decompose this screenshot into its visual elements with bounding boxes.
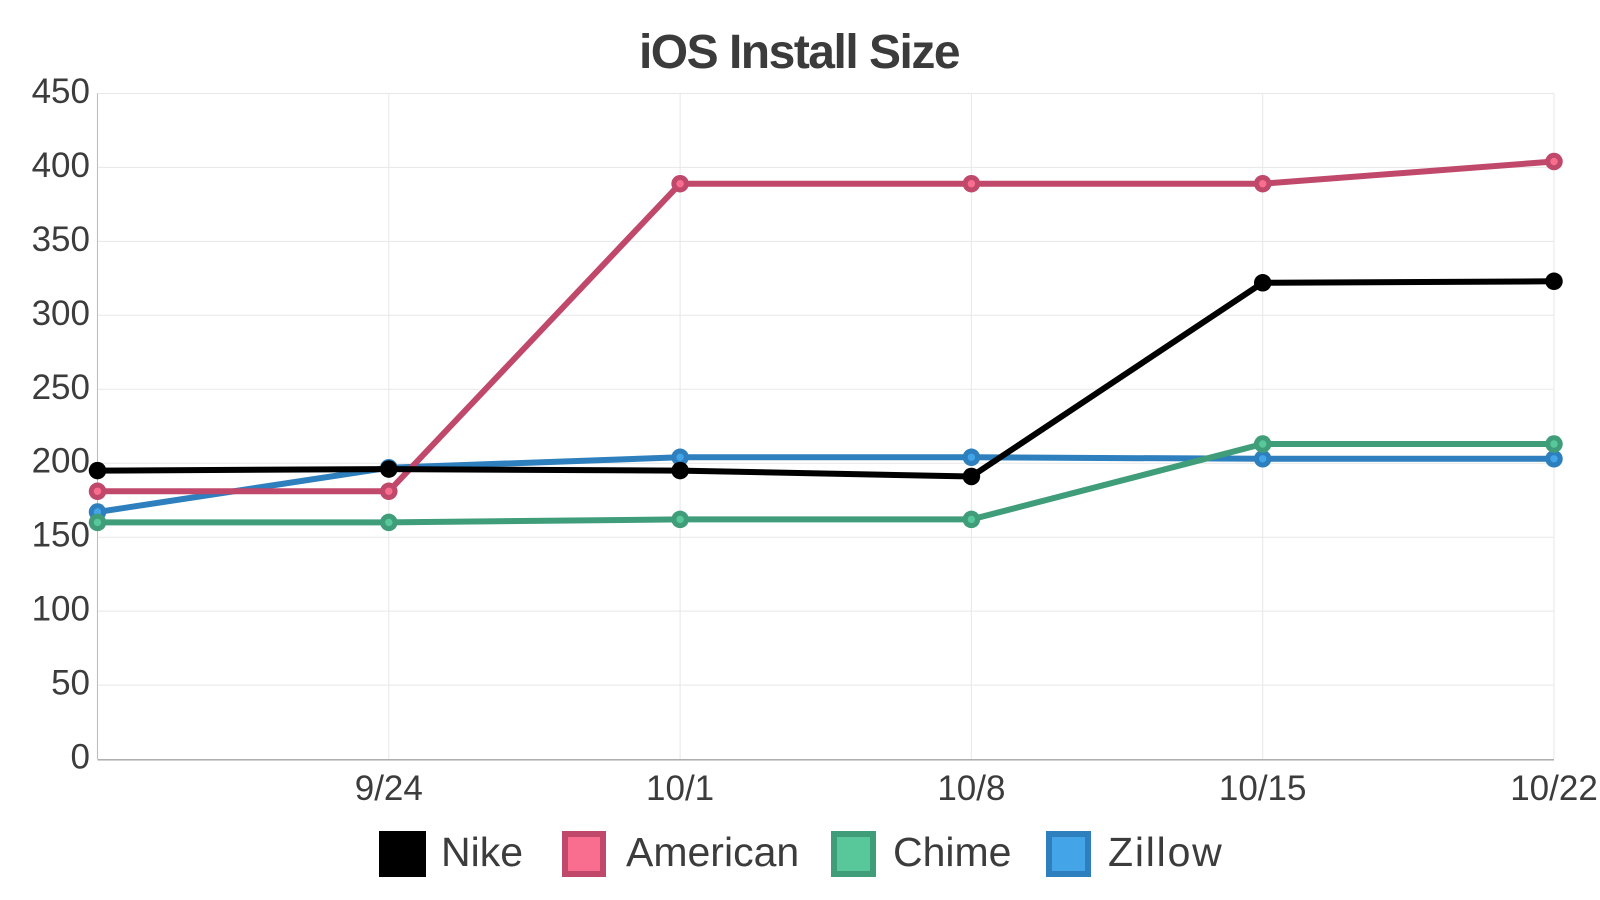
svg-text:iOS Install Size: iOS Install Size xyxy=(639,26,960,79)
svg-text:150: 150 xyxy=(32,516,90,555)
svg-text:10/22: 10/22 xyxy=(1510,769,1598,808)
svg-text:10/1: 10/1 xyxy=(646,769,714,808)
svg-text:Nike: Nike xyxy=(441,829,523,875)
svg-text:Chime: Chime xyxy=(893,829,1011,875)
svg-text:0: 0 xyxy=(71,738,90,777)
svg-text:450: 450 xyxy=(32,72,90,111)
svg-text:250: 250 xyxy=(32,368,90,407)
svg-text:300: 300 xyxy=(32,294,90,333)
svg-text:200: 200 xyxy=(32,442,90,481)
svg-text:100: 100 xyxy=(32,590,90,629)
svg-text:American: American xyxy=(626,829,799,875)
svg-text:9/24: 9/24 xyxy=(355,769,423,808)
svg-text:50: 50 xyxy=(51,664,90,703)
svg-text:350: 350 xyxy=(32,220,90,259)
svg-text:10/8: 10/8 xyxy=(937,769,1005,808)
svg-text:Zillow: Zillow xyxy=(1108,829,1224,875)
svg-text:400: 400 xyxy=(32,146,90,185)
svg-text:10/15: 10/15 xyxy=(1219,769,1307,808)
